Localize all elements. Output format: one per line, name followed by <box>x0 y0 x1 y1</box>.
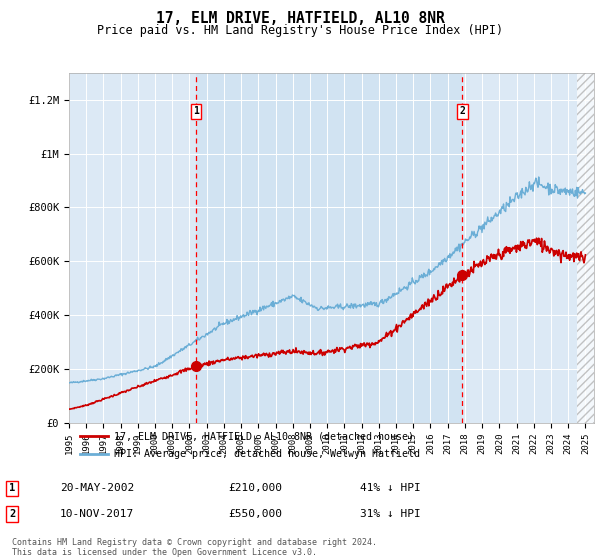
Text: Contains HM Land Registry data © Crown copyright and database right 2024.
This d: Contains HM Land Registry data © Crown c… <box>12 538 377 557</box>
Text: 10-NOV-2017: 10-NOV-2017 <box>60 509 134 519</box>
Text: 41% ↓ HPI: 41% ↓ HPI <box>360 483 421 493</box>
Text: 31% ↓ HPI: 31% ↓ HPI <box>360 509 421 519</box>
Text: 2: 2 <box>460 106 466 116</box>
Text: 17, ELM DRIVE, HATFIELD, AL10 8NR: 17, ELM DRIVE, HATFIELD, AL10 8NR <box>155 11 445 26</box>
Text: 1: 1 <box>193 106 199 116</box>
Text: 2: 2 <box>9 509 15 519</box>
Bar <box>196 73 463 423</box>
Text: HPI: Average price, detached house, Welwyn Hatfield: HPI: Average price, detached house, Welw… <box>113 449 419 459</box>
Text: 20-MAY-2002: 20-MAY-2002 <box>60 483 134 493</box>
Text: £210,000: £210,000 <box>228 483 282 493</box>
Text: 1: 1 <box>9 483 15 493</box>
Text: 17, ELM DRIVE, HATFIELD, AL10 8NR (detached house): 17, ELM DRIVE, HATFIELD, AL10 8NR (detac… <box>113 431 413 441</box>
Text: £550,000: £550,000 <box>228 509 282 519</box>
Text: Price paid vs. HM Land Registry's House Price Index (HPI): Price paid vs. HM Land Registry's House … <box>97 24 503 36</box>
